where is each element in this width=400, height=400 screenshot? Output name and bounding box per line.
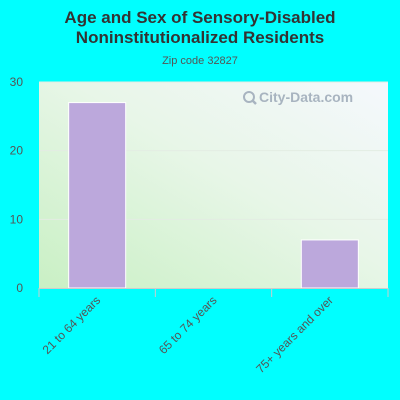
bar (68, 102, 127, 289)
bars (68, 102, 359, 289)
x-axis: 21 to 64 years 65 to 74 years 75+ years an… (38, 288, 389, 376)
x-tick-label: 65 to 74 years (156, 293, 220, 357)
y-axis-ticks: 0 10 20 30 (10, 75, 24, 295)
x-tick-label: 21 to 64 years (40, 293, 104, 357)
chart-title-line-2: Noninstitutionalized Residents (75, 28, 325, 47)
watermark-text: City-Data.com (259, 89, 353, 105)
chart-title: Age and Sex of Sensory-Disabled Noninsti… (0, 8, 400, 48)
y-tick-label: 20 (10, 144, 24, 158)
y-tick-label: 30 (10, 75, 24, 89)
bar (300, 239, 359, 289)
y-tick-label: 10 (10, 212, 24, 226)
magnifier-icon (243, 91, 257, 105)
y-tick-label: 0 (16, 281, 23, 295)
chart-title-line-1: Age and Sex of Sensory-Disabled (64, 8, 336, 27)
watermark: City-Data.com (243, 89, 353, 105)
x-tick-label: 75+ years and over (253, 293, 336, 376)
chart-subtitle: Zip code 32827 (162, 55, 238, 67)
